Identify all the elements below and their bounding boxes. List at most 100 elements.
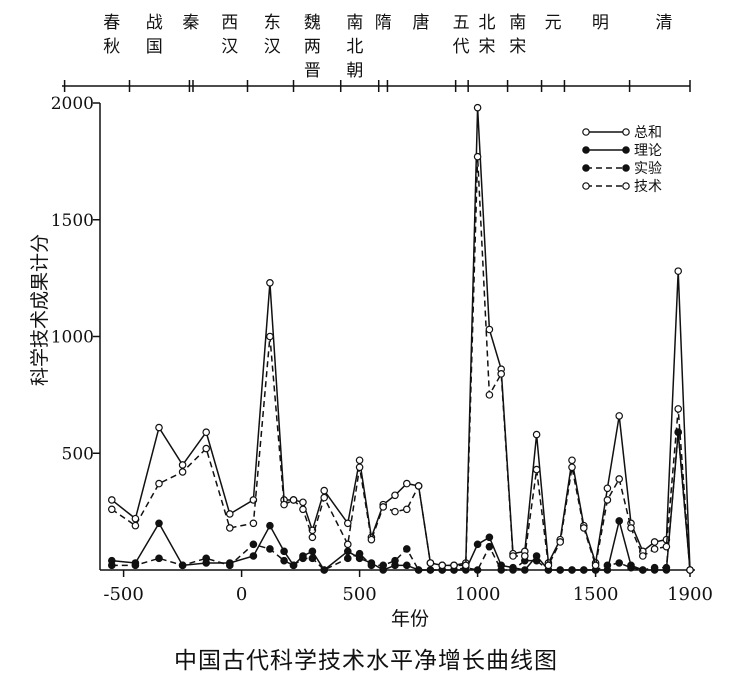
figure-caption: 中国古代科学技术水平净增长曲线图 [174, 648, 558, 674]
y-tick-label: 500 [62, 444, 94, 464]
legend-label: 总和 [634, 125, 662, 141]
data-point [497, 370, 506, 378]
data-point [155, 423, 163, 432]
legend-item: 总和 [582, 125, 662, 141]
data-point [202, 554, 211, 563]
legend-marker [622, 128, 630, 136]
data-point [202, 428, 211, 437]
legend-label: 技术 [634, 179, 662, 195]
data-point [568, 566, 576, 574]
data-point [320, 493, 329, 502]
data-point [497, 566, 506, 574]
data-point [178, 468, 187, 476]
data-point [108, 561, 116, 570]
data-point [343, 554, 352, 563]
data-point [249, 540, 258, 549]
data-point [603, 496, 612, 504]
x-tick-label: -500 [103, 584, 143, 605]
data-point [509, 566, 517, 574]
series-line [111, 156, 691, 571]
x-tick-label: 500 [342, 584, 376, 605]
data-point [638, 566, 647, 574]
data-point [615, 559, 624, 567]
data-point [289, 496, 298, 504]
data-point [299, 554, 307, 563]
legend-label: 理论 [634, 143, 662, 159]
dynasty-labels: 春秋战国秦 西汉东汉 魏两晋 南北朝隋唐 五代北宋南宋元 明 清 [103, 12, 672, 81]
data-point [686, 566, 694, 574]
data-point [556, 566, 565, 574]
data-point [532, 430, 541, 439]
data-point [402, 545, 411, 553]
data-point [579, 524, 588, 532]
dynasty-label: 清 [656, 13, 673, 33]
data-point [308, 547, 317, 556]
data-point [289, 561, 298, 570]
series-layer [108, 103, 694, 574]
dynasty-label: 南北朝 [346, 13, 363, 81]
data-point [108, 496, 116, 504]
data-point [615, 475, 624, 483]
data-point [544, 561, 553, 570]
data-point [426, 566, 435, 574]
data-point [579, 566, 588, 574]
data-point [155, 519, 163, 528]
dynasty-label: 五代 [453, 13, 470, 57]
data-point [108, 505, 116, 514]
legend-marker [582, 128, 590, 136]
legend-marker [622, 182, 630, 190]
data-point [473, 152, 482, 161]
data-point [473, 566, 482, 574]
data-point [226, 524, 234, 532]
series-line [111, 107, 691, 571]
data-point [402, 561, 411, 570]
data-point [266, 545, 274, 553]
x-axis-ticks: -500 0 500 1000 1500 1900 [103, 570, 713, 605]
data-point [650, 538, 659, 546]
legend-marker [622, 164, 630, 172]
data-point [343, 540, 352, 549]
data-point [343, 519, 352, 528]
data-point [650, 545, 659, 553]
dynasty-label: 西汉 [221, 13, 238, 57]
data-point [280, 500, 288, 509]
dynasty-label: 战国 [146, 13, 163, 57]
data-point [485, 391, 494, 399]
data-point [485, 542, 494, 551]
data-point [473, 540, 482, 549]
x-axis-label: 年份 [391, 608, 429, 630]
data-point [438, 561, 447, 570]
data-point [627, 563, 635, 572]
data-point [226, 510, 234, 518]
data-point [627, 524, 635, 532]
legend-item: 技术 [582, 179, 662, 195]
dynasty-label: 春秋 [103, 13, 120, 57]
dynasty-boundaries [63, 80, 691, 92]
data-point [131, 521, 140, 530]
data-point [308, 554, 317, 563]
data-point [391, 491, 399, 500]
data-point [379, 561, 388, 570]
data-point [391, 556, 399, 565]
data-point [308, 526, 317, 535]
dynasty-label: 隋 [375, 13, 392, 33]
data-point [414, 566, 423, 574]
x-tick-label: 0 [236, 584, 247, 605]
data-point [131, 514, 140, 523]
data-point [662, 563, 671, 572]
dynasty-label: 唐 [412, 12, 429, 33]
x-tick-label: 1500 [573, 584, 619, 605]
y-axis-label: 科学技术成果计分 [29, 234, 51, 386]
data-point [355, 549, 364, 558]
data-point [426, 559, 435, 567]
legend-marker [622, 146, 630, 154]
data-point [603, 561, 612, 570]
data-point [266, 521, 274, 530]
dynasty-label: 北宋 [479, 13, 496, 57]
data-point [131, 561, 140, 570]
data-point [591, 561, 600, 570]
data-point [650, 563, 659, 572]
data-point [532, 556, 541, 565]
x-tick-label: 1900 [667, 584, 713, 605]
